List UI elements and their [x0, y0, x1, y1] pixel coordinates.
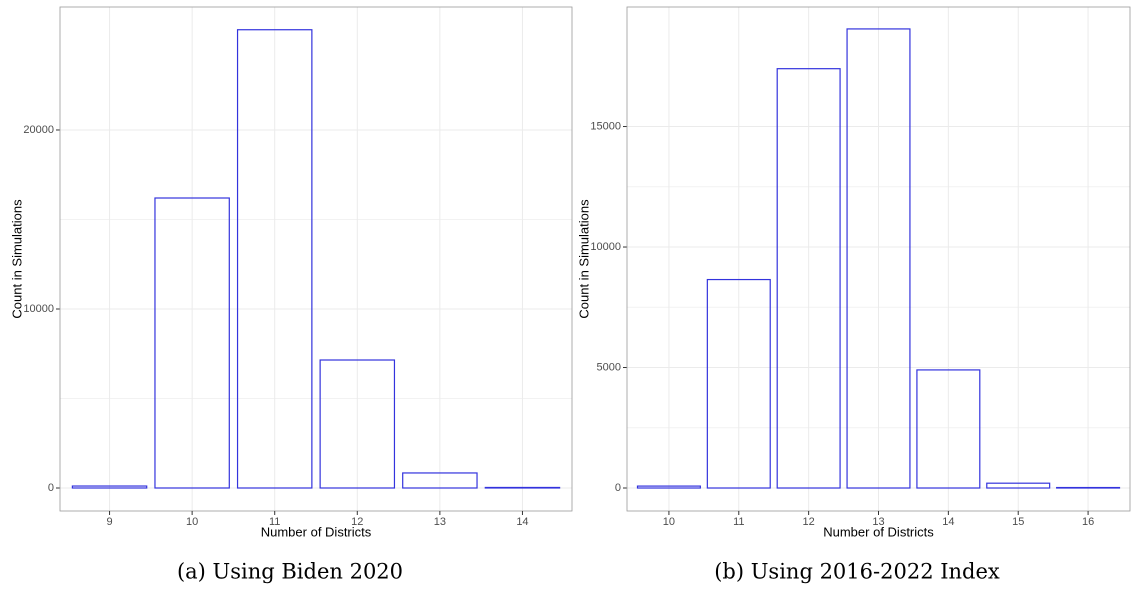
bar — [776, 68, 841, 489]
y-axis-title: Count in Simulations — [9, 199, 24, 319]
caption: (b) Using 2016-2022 Index — [714, 560, 1000, 584]
x-tick-label: 12 — [803, 516, 815, 528]
bar — [846, 28, 911, 489]
x-tick-label: 10 — [663, 516, 675, 528]
bar — [706, 278, 771, 489]
bar — [1056, 486, 1121, 489]
y-tick-label: 15000 — [590, 120, 621, 132]
panel-border — [59, 6, 573, 512]
bar — [236, 29, 313, 489]
x-tick-label: 11 — [733, 516, 744, 528]
x-tick-label: 9 — [106, 516, 112, 528]
y-tick-label: 0 — [48, 482, 54, 494]
bar — [986, 482, 1051, 489]
bar — [916, 369, 981, 489]
x-tick-label: 12 — [351, 516, 363, 528]
x-tick-label: 13 — [872, 516, 884, 528]
x-axis-title: Number of Districts — [823, 524, 934, 539]
x-tick-label: 15 — [1012, 516, 1024, 528]
x-tick-label: 10 — [186, 516, 198, 528]
bar — [154, 197, 230, 489]
bar — [71, 485, 148, 489]
y-tick-label: 10000 — [23, 303, 54, 315]
x-tick-label: 11 — [269, 516, 280, 528]
bar — [636, 485, 701, 489]
y-tick-label: 0 — [615, 482, 621, 494]
y-tick-label: 5000 — [597, 361, 621, 373]
y-tick-label: 20000 — [23, 124, 54, 136]
bar — [402, 472, 478, 489]
y-axis-title: Count in Simulations — [576, 199, 591, 319]
caption: (a) Using Biden 2020 — [177, 560, 403, 584]
x-tick-label: 14 — [516, 516, 528, 528]
x-tick-label: 16 — [1082, 516, 1094, 528]
bar — [319, 359, 396, 489]
bar — [484, 486, 561, 489]
x-tick-label: 14 — [942, 516, 954, 528]
x-axis-title: Number of Districts — [261, 524, 372, 539]
x-tick-label: 13 — [434, 516, 446, 528]
y-tick-label: 10000 — [590, 241, 621, 253]
